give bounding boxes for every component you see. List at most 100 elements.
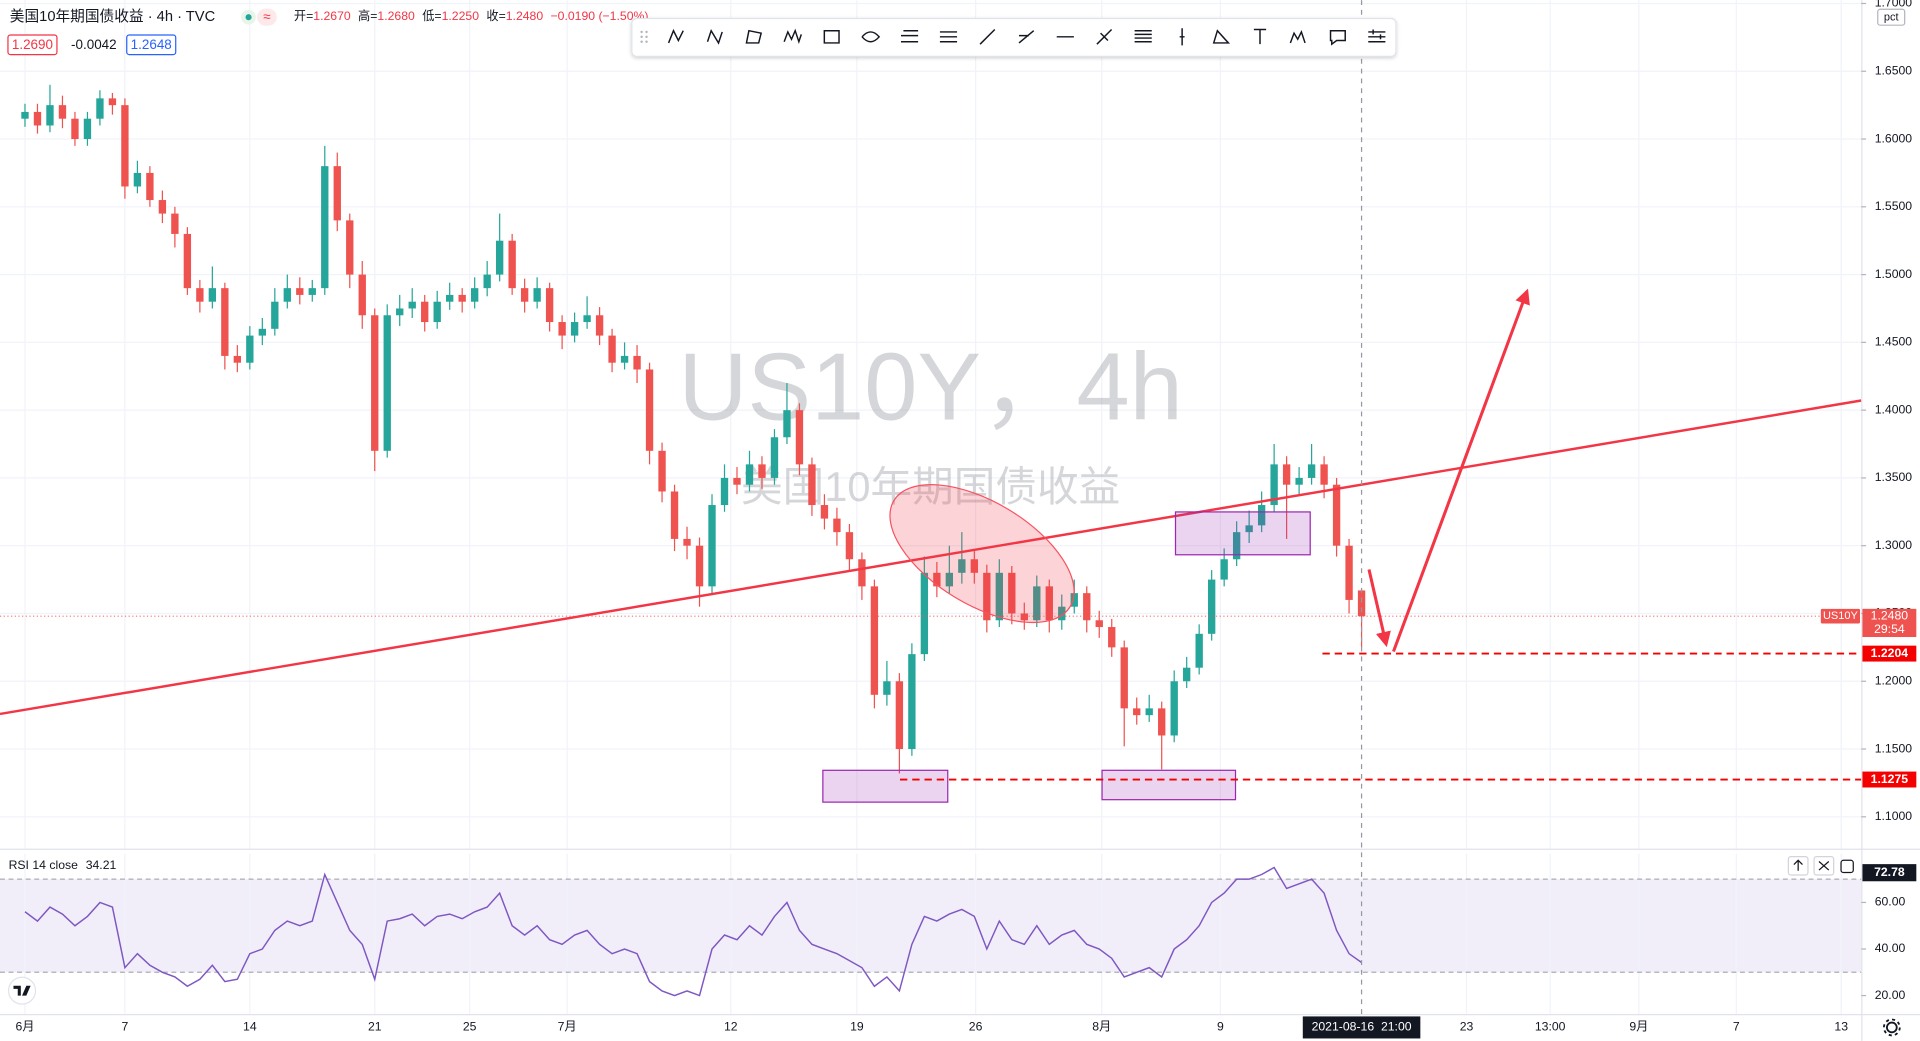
candle-body xyxy=(920,572,929,655)
candle-body xyxy=(196,288,204,302)
candle-body xyxy=(1332,484,1341,546)
ohlc-value: 1.2680 xyxy=(377,9,415,23)
candle-body xyxy=(658,450,666,492)
toolbar-tool[interactable] xyxy=(745,29,763,44)
candle-body xyxy=(683,538,691,546)
y-tick-label: 60.00 xyxy=(1875,895,1906,909)
drag-handle[interactable] xyxy=(640,30,648,43)
candle-body xyxy=(171,213,179,234)
y-tick-label: 1.4000 xyxy=(1875,402,1913,416)
toolbar-tool[interactable] xyxy=(1329,29,1346,46)
toolbar-tool[interactable] xyxy=(979,28,996,45)
candle-body xyxy=(945,572,954,587)
spread: -0.0042 xyxy=(71,37,117,52)
toolbar-tool[interactable] xyxy=(1096,28,1113,45)
arrow-drawing[interactable] xyxy=(1392,288,1530,653)
x-tick-label: 13 xyxy=(1834,1020,1848,1034)
candle-body xyxy=(958,559,966,573)
toolbar-tool[interactable] xyxy=(1368,29,1386,43)
x-tick-label: 14 xyxy=(243,1020,257,1034)
toolbar-tool[interactable] xyxy=(1134,29,1152,43)
candle-body xyxy=(820,505,829,519)
y-tick-label: 1.1000 xyxy=(1875,809,1913,823)
x-tick-label: 9月 xyxy=(1629,1020,1648,1034)
tradingview-logo[interactable] xyxy=(7,976,37,1005)
toolbar-tool[interactable] xyxy=(783,28,803,45)
rsi-title: RSI 14 close xyxy=(9,858,79,872)
candle-body xyxy=(695,545,704,587)
ohlc-value: 1.2670 xyxy=(313,9,351,23)
x-tick-label: 7 xyxy=(1733,1020,1740,1034)
candle-body xyxy=(446,294,454,302)
price-label-box xyxy=(1862,645,1917,662)
candle-body xyxy=(1357,590,1366,617)
candle-body xyxy=(21,111,29,119)
candle-body xyxy=(1257,505,1266,526)
crosshair-label-box xyxy=(1302,1016,1421,1039)
ohlc-value: 1.2480 xyxy=(506,9,544,23)
rectangle-drawing[interactable] xyxy=(1101,769,1237,801)
candle-body xyxy=(233,355,242,363)
ohlc-label: 开= xyxy=(294,9,313,23)
close-icon xyxy=(1818,861,1830,871)
candle-body xyxy=(583,315,591,323)
rectangle-drawing[interactable] xyxy=(822,769,949,803)
toolbar-tool[interactable] xyxy=(1253,28,1267,45)
candle-body xyxy=(108,98,117,106)
indicator-icon: ≈ xyxy=(263,9,271,24)
maximize-button[interactable] xyxy=(1840,859,1854,874)
scale-mode-box[interactable] xyxy=(1877,8,1906,26)
candle-body xyxy=(645,369,654,451)
candle-body xyxy=(608,335,616,363)
candle-body xyxy=(908,654,916,750)
toolbar-tool[interactable] xyxy=(706,28,723,45)
price-label: 1.2204 xyxy=(1871,646,1909,660)
candle-body xyxy=(770,437,779,478)
candle-body xyxy=(183,233,192,289)
candle-body xyxy=(845,532,854,560)
trend-line[interactable] xyxy=(0,399,1862,716)
sell-box[interactable] xyxy=(7,34,58,56)
toolbar-tool[interactable] xyxy=(861,31,881,43)
arrow-drawing[interactable] xyxy=(1367,569,1391,648)
toolbar-tool[interactable] xyxy=(667,28,684,44)
toolbar-tool[interactable] xyxy=(823,29,840,44)
candle-body xyxy=(308,288,316,295)
x-tick-label: 26 xyxy=(969,1020,983,1034)
rsi-series xyxy=(24,866,1362,997)
candle-body xyxy=(396,308,404,316)
candle-body xyxy=(495,240,504,275)
candle-body xyxy=(883,681,891,695)
buy-box[interactable] xyxy=(126,34,177,56)
x-tick-label: 21 xyxy=(368,1020,382,1034)
toolbar-tool[interactable] xyxy=(1289,30,1306,44)
candle-body xyxy=(346,220,354,275)
ellipse-drawing[interactable] xyxy=(867,457,1096,651)
toolbar-tool[interactable] xyxy=(1212,29,1231,44)
candle-body xyxy=(471,288,479,302)
y-tick-label: 1.3000 xyxy=(1875,538,1913,552)
toolbar-tool[interactable] xyxy=(1018,30,1035,44)
toolbar-tool[interactable] xyxy=(900,29,919,43)
candle-body xyxy=(1158,708,1166,736)
toolbar-tool[interactable] xyxy=(939,31,958,43)
candle-body xyxy=(246,335,254,363)
status-dot xyxy=(245,14,252,21)
y-tick-label: 1.7000 xyxy=(1875,0,1913,10)
candle-body xyxy=(483,274,491,289)
y-tick-label: 1.2000 xyxy=(1875,673,1913,687)
x-tick-label: 8月 xyxy=(1092,1020,1111,1034)
watermark-title: US10Y，4h xyxy=(678,335,1182,441)
candle-body xyxy=(158,200,167,214)
rectangle-drawing[interactable] xyxy=(1174,511,1311,556)
candle-body xyxy=(795,410,804,465)
candle-body xyxy=(1033,586,1041,621)
candle-body xyxy=(758,464,766,478)
price-label-box xyxy=(1862,771,1917,788)
rsi-value: 34.21 xyxy=(86,858,117,872)
scale-unit[interactable]: pct xyxy=(1884,12,1899,24)
symbol-title[interactable]: 美国10年期国债收益 · 4h · TVC xyxy=(10,8,216,25)
sell-price: 1.2690 xyxy=(12,37,53,52)
toolbar-tool[interactable] xyxy=(1179,28,1185,46)
candle-body xyxy=(708,505,716,587)
